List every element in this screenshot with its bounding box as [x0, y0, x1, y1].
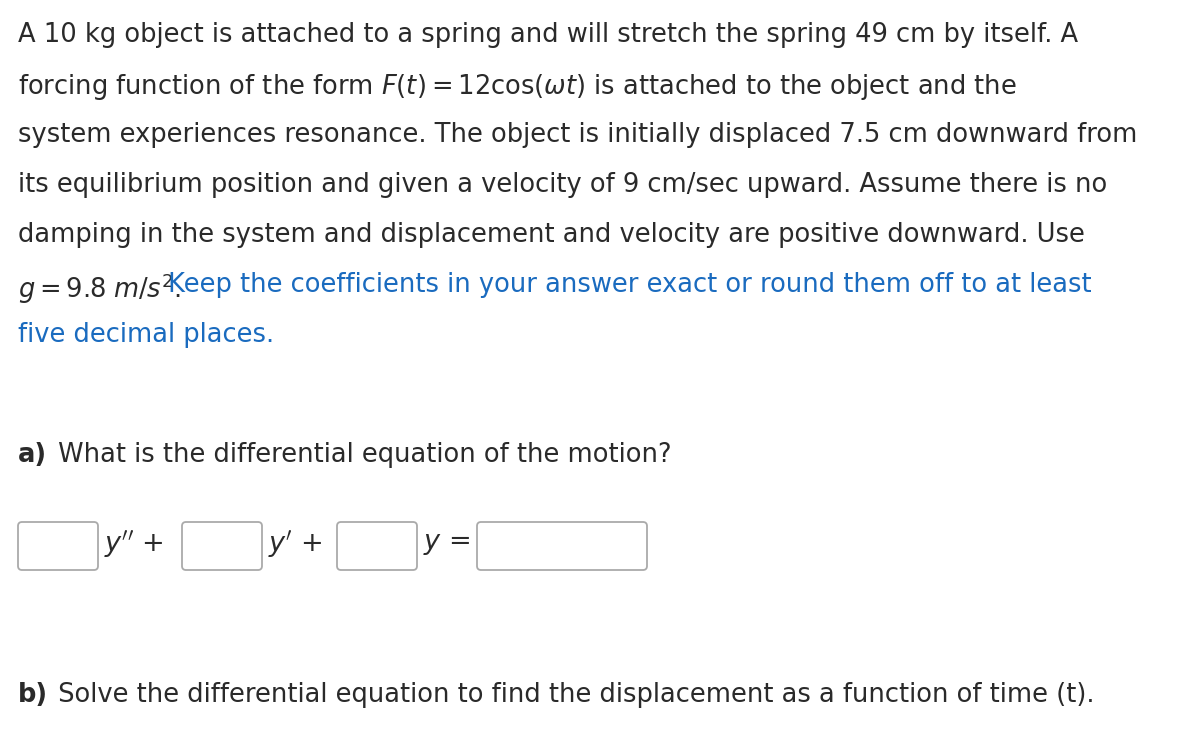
Text: $y^{\prime\prime}$ +: $y^{\prime\prime}$ + [104, 528, 163, 560]
FancyBboxPatch shape [478, 522, 647, 570]
Text: $g = 9.8\;m/s^2$.: $g = 9.8\;m/s^2$. [18, 272, 181, 306]
Text: system experiences resonance. The object is initially displaced 7.5 cm downward : system experiences resonance. The object… [18, 122, 1138, 148]
FancyBboxPatch shape [182, 522, 262, 570]
Text: its equilibrium position and given a velocity of 9 cm/sec upward. Assume there i: its equilibrium position and given a vel… [18, 172, 1108, 198]
FancyBboxPatch shape [18, 522, 98, 570]
Text: Solve the differential equation to find the displacement as a function of time (: Solve the differential equation to find … [50, 682, 1094, 708]
Text: damping in the system and displacement and velocity are positive downward. Use: damping in the system and displacement a… [18, 222, 1085, 248]
Text: Keep the coefficients in your answer exact or round them off to at least: Keep the coefficients in your answer exa… [160, 272, 1092, 298]
FancyBboxPatch shape [337, 522, 418, 570]
Text: What is the differential equation of the motion?: What is the differential equation of the… [50, 442, 672, 468]
Text: forcing function of the form $F(t) = 12\cos(\omega t)$ is attached to the object: forcing function of the form $F(t) = 12\… [18, 72, 1016, 102]
Text: $y^{\prime}$ +: $y^{\prime}$ + [268, 528, 323, 560]
Text: b): b) [18, 682, 48, 708]
Text: five decimal places.: five decimal places. [18, 322, 274, 348]
Text: a): a) [18, 442, 47, 468]
Text: A 10 kg object is attached to a spring and will stretch the spring 49 cm by itse: A 10 kg object is attached to a spring a… [18, 22, 1078, 48]
Text: $y$ =: $y$ = [424, 531, 470, 556]
